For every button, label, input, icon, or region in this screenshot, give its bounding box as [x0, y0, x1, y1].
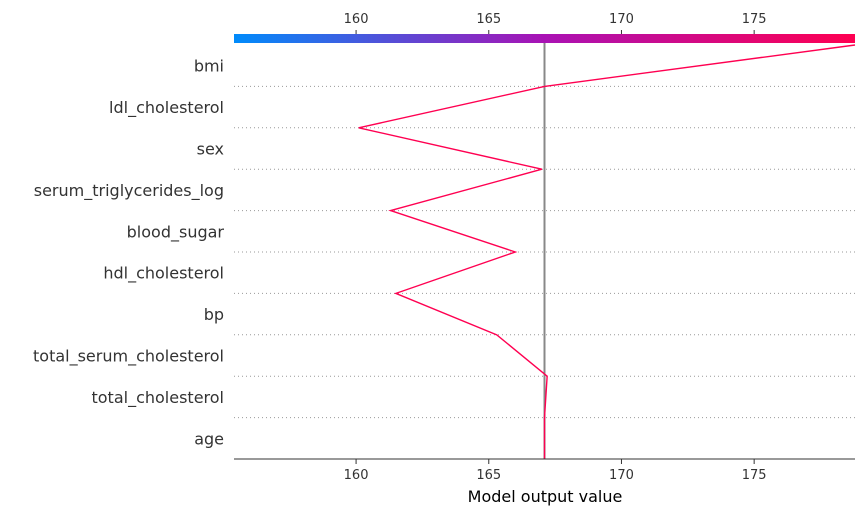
feature-label: ldl_cholesterol: [109, 98, 224, 118]
bottom-tick-label: 165: [476, 468, 501, 483]
feature-label: total_serum_cholesterol: [33, 347, 224, 367]
feature-label: hdl_cholesterol: [103, 264, 224, 284]
top-axis-ticks: 160 165 170 175: [344, 12, 767, 34]
feature-label: total_cholesterol: [91, 388, 224, 408]
feature-label: bp: [204, 305, 224, 324]
top-tick-label: 160: [344, 12, 369, 27]
feature-label: blood_sugar: [127, 222, 225, 242]
colorbar: [234, 34, 855, 43]
top-tick-label: 165: [476, 12, 501, 27]
top-tick-label: 170: [609, 12, 634, 27]
bottom-tick-label: 170: [609, 468, 634, 483]
bottom-tick-label: 175: [742, 468, 767, 483]
feature-label: age: [194, 429, 224, 448]
x-axis-title: Model output value: [468, 487, 623, 506]
bottom-axis-ticks: 160 165 170 175: [344, 459, 767, 483]
top-tick-label: 175: [742, 12, 767, 27]
decision-path-line: [358, 44, 856, 459]
bottom-tick-label: 160: [344, 468, 369, 483]
feature-label: serum_triglycerides_log: [34, 181, 224, 201]
feature-label: sex: [197, 140, 224, 159]
feature-label: bmi: [194, 57, 224, 76]
